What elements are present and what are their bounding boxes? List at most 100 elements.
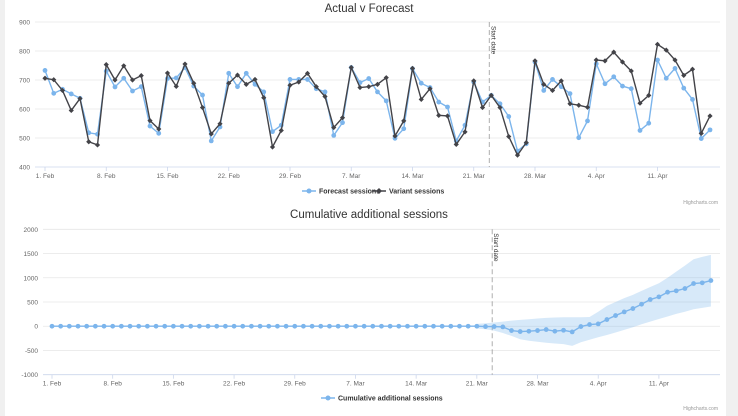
data-point bbox=[558, 78, 564, 84]
data-point bbox=[681, 85, 687, 91]
data-point bbox=[322, 93, 328, 100]
legend-item-variant[interactable]: Variant sessions bbox=[372, 188, 444, 196]
data-point bbox=[366, 84, 372, 90]
data-point bbox=[409, 65, 416, 71]
x-tick-label: 28. Mar bbox=[524, 173, 547, 180]
data-point bbox=[436, 99, 442, 105]
data-point bbox=[130, 88, 135, 94]
data-point bbox=[517, 329, 523, 334]
x-tick-label: 22. Feb bbox=[218, 173, 240, 180]
data-point bbox=[121, 63, 127, 69]
data-point bbox=[331, 124, 337, 131]
x-tick-label: 22. Feb bbox=[223, 381, 245, 388]
data-point bbox=[348, 64, 354, 71]
data-point bbox=[663, 75, 669, 81]
data-point bbox=[275, 323, 280, 329]
credits-top[interactable]: Highcharts.com bbox=[683, 200, 718, 206]
data-point bbox=[578, 324, 584, 329]
data-point bbox=[561, 327, 566, 333]
legend-bottom: Cumulative additional sessions bbox=[321, 395, 443, 403]
data-point bbox=[602, 58, 608, 64]
data-point bbox=[344, 323, 350, 329]
x-tick-label: 11. Apr bbox=[647, 173, 668, 180]
data-point bbox=[689, 66, 696, 72]
data-point bbox=[637, 128, 643, 133]
data-point bbox=[42, 68, 48, 73]
data-point bbox=[427, 86, 433, 92]
data-point bbox=[672, 57, 678, 63]
x-tick-label: 28. Mar bbox=[526, 381, 549, 388]
data-point bbox=[665, 289, 670, 295]
data-point bbox=[235, 84, 240, 90]
data-point bbox=[541, 88, 547, 93]
data-point bbox=[576, 135, 582, 141]
data-point bbox=[418, 80, 424, 86]
data-point bbox=[647, 297, 653, 302]
data-point bbox=[396, 323, 402, 329]
x-tick-label: 7. Mar bbox=[346, 381, 365, 388]
data-point bbox=[261, 89, 267, 95]
y-tick-label: 900 bbox=[19, 20, 30, 27]
data-point bbox=[110, 323, 116, 329]
data-point bbox=[630, 306, 636, 311]
legend-forecast-label: Forecast sessions bbox=[319, 189, 380, 196]
chart-title-bottom: Cumulative additional sessions bbox=[290, 209, 448, 221]
data-point bbox=[51, 90, 57, 96]
data-point bbox=[270, 129, 275, 135]
data-point bbox=[66, 323, 72, 329]
data-point bbox=[170, 323, 176, 329]
data-point bbox=[646, 92, 652, 98]
data-point bbox=[655, 57, 660, 63]
data-point bbox=[595, 321, 601, 327]
page-margin-right bbox=[726, 0, 738, 416]
data-point bbox=[532, 58, 538, 64]
data-point bbox=[322, 89, 328, 95]
x-tick-label: 7. Mar bbox=[342, 173, 361, 180]
data-point bbox=[214, 323, 220, 329]
data-point bbox=[77, 95, 83, 102]
page-margin-left bbox=[0, 0, 5, 416]
data-point bbox=[587, 322, 592, 327]
data-point bbox=[444, 113, 451, 119]
data-point bbox=[101, 323, 107, 329]
legend-item-forecast[interactable]: Forecast sessions bbox=[302, 188, 380, 196]
data-point bbox=[92, 323, 98, 329]
data-point bbox=[84, 323, 90, 329]
data-point bbox=[173, 83, 179, 89]
data-point bbox=[147, 123, 153, 129]
data-point bbox=[383, 98, 389, 104]
data-point bbox=[144, 323, 150, 329]
data-point bbox=[118, 323, 124, 329]
data-point bbox=[439, 323, 445, 329]
data-point bbox=[672, 66, 678, 71]
legend-top: Forecast sessions Variant sessions bbox=[302, 188, 444, 196]
data-point bbox=[366, 76, 372, 81]
data-point bbox=[86, 139, 92, 145]
data-point bbox=[153, 323, 159, 329]
data-point bbox=[431, 323, 436, 329]
data-point bbox=[243, 81, 249, 87]
data-point bbox=[179, 323, 185, 329]
data-point bbox=[621, 309, 627, 315]
data-point bbox=[576, 102, 582, 108]
data-point bbox=[497, 104, 503, 111]
data-point bbox=[331, 132, 337, 138]
data-point bbox=[707, 127, 713, 133]
data-point bbox=[401, 118, 407, 124]
x-tick-label: 21. Mar bbox=[463, 173, 486, 180]
data-point bbox=[112, 77, 118, 83]
data-point bbox=[59, 87, 66, 94]
data-point bbox=[304, 70, 311, 76]
x-tick-label: 4. Apr bbox=[590, 381, 608, 388]
data-point bbox=[188, 323, 194, 329]
data-point bbox=[103, 62, 109, 68]
data-point bbox=[94, 142, 101, 148]
data-point bbox=[526, 328, 532, 334]
data-point bbox=[681, 72, 687, 78]
legend-item-cumulative[interactable]: Cumulative additional sessions bbox=[321, 395, 443, 403]
data-point bbox=[357, 84, 363, 91]
y-tick-label: 500 bbox=[19, 136, 30, 143]
y-tick-label: -500 bbox=[25, 348, 38, 355]
credits-bottom[interactable]: Highcharts.com bbox=[683, 406, 718, 412]
y-tick-label: 0 bbox=[34, 324, 38, 331]
